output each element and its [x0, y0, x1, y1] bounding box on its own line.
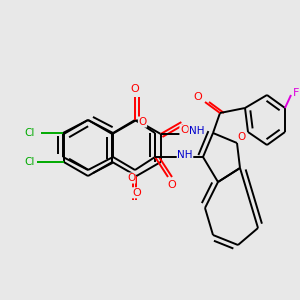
Text: O: O [180, 125, 189, 135]
Text: O: O [127, 173, 135, 183]
Text: NH: NH [177, 150, 193, 160]
Text: O: O [138, 117, 147, 127]
Text: F: F [293, 88, 299, 98]
Text: O: O [238, 132, 246, 142]
Text: O: O [168, 180, 176, 190]
Text: Cl: Cl [25, 128, 35, 138]
Text: O: O [130, 84, 140, 94]
Text: Cl: Cl [24, 157, 34, 167]
Text: O: O [132, 188, 141, 198]
Text: O: O [194, 92, 202, 102]
Text: NH: NH [189, 126, 205, 136]
